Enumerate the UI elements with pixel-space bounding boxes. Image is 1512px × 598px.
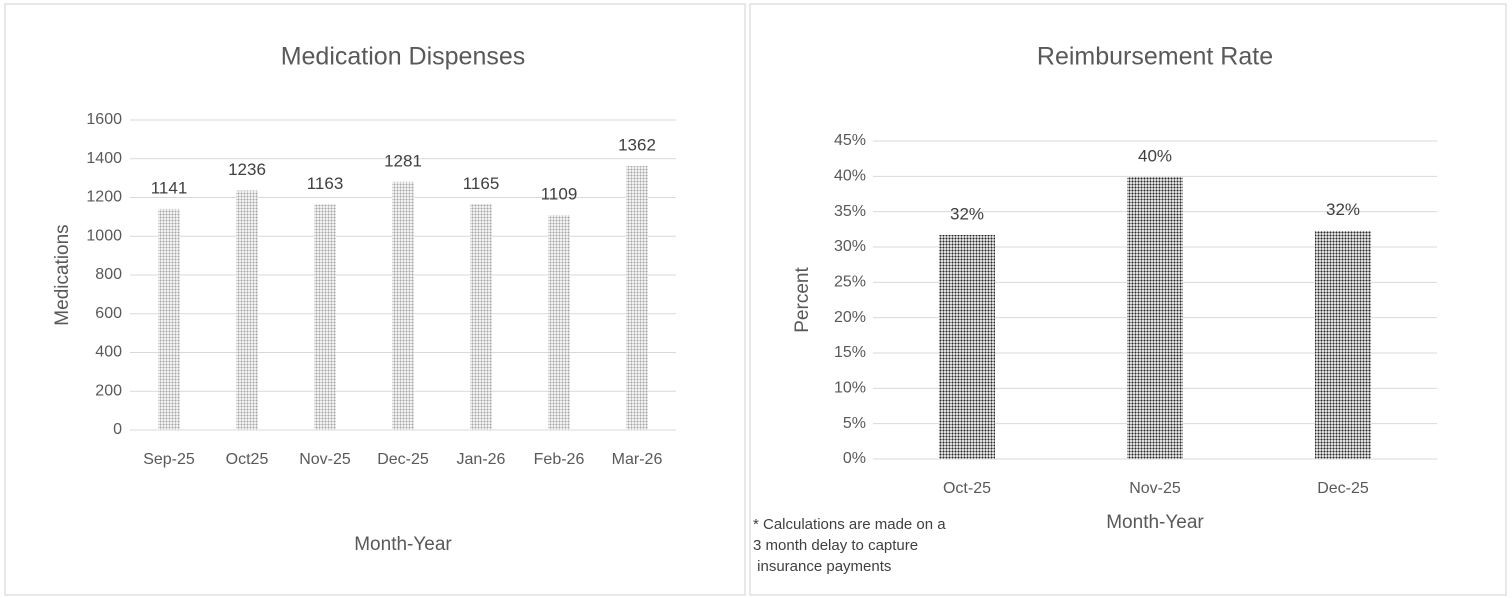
x-tick-label: Sep-25 [143, 451, 195, 468]
data-label: 1141 [151, 178, 188, 197]
footnote: * Calculations are made on a [753, 516, 946, 533]
x-tick-label: Nov-25 [1129, 480, 1181, 497]
y-tick-label: 15% [834, 344, 866, 361]
bar [470, 204, 492, 430]
y-tick-label: 20% [834, 309, 866, 326]
bar [626, 166, 648, 431]
data-label: 1362 [618, 136, 656, 155]
y-tick-label: 10% [834, 380, 866, 397]
x-tick-label: Mar-26 [612, 451, 663, 468]
data-label: 32% [1326, 200, 1360, 219]
x-tick-label: Jan-26 [457, 451, 506, 468]
y-tick-label: 1000 [86, 227, 122, 244]
bar [392, 181, 414, 430]
y-tick-label: 5% [843, 415, 866, 432]
x-tick-label: Dec-25 [377, 451, 429, 468]
bar [1127, 177, 1183, 460]
y-tick-label: 45% [834, 132, 866, 149]
bar [939, 234, 995, 459]
data-label: 1163 [307, 174, 344, 193]
x-axis-label: Month-Year [354, 534, 452, 555]
chart-title: Medication Dispenses [281, 43, 526, 71]
y-tick-label: 1600 [86, 111, 122, 128]
y-tick-label: 25% [834, 274, 866, 291]
y-axis-label: Medications [52, 224, 73, 325]
y-tick-label: 200 [95, 382, 122, 399]
bar [1315, 230, 1371, 459]
x-axis-label: Month-Year [1106, 512, 1204, 533]
y-tick-label: 1200 [86, 189, 122, 206]
y-tick-label: 800 [95, 266, 122, 283]
y-axis-label: Percent [792, 267, 813, 333]
data-label: 1109 [541, 185, 578, 204]
data-label: 40% [1138, 147, 1172, 166]
data-label: 1281 [384, 151, 422, 170]
data-label: 1236 [228, 160, 266, 179]
footnote: insurance payments [753, 558, 891, 575]
bar [236, 190, 258, 430]
x-tick-label: Dec-25 [1317, 480, 1369, 497]
x-tick-label: Feb-26 [534, 451, 585, 468]
bar [314, 204, 336, 430]
data-label: 1165 [463, 174, 500, 193]
panel [749, 3, 1507, 596]
y-tick-label: 30% [834, 238, 866, 255]
y-tick-label: 600 [95, 305, 122, 322]
data-label: 32% [950, 204, 984, 223]
bar [158, 208, 180, 430]
footnote: 3 month delay to capture [753, 537, 918, 554]
bar [548, 215, 570, 430]
y-tick-label: 0% [843, 450, 866, 467]
x-tick-label: Oct25 [226, 451, 269, 468]
chart-title: Reimbursement Rate [1037, 43, 1273, 71]
x-tick-label: Nov-25 [299, 451, 351, 468]
y-tick-label: 40% [834, 168, 866, 185]
y-tick-label: 35% [834, 203, 866, 220]
y-tick-label: 1400 [86, 150, 122, 167]
y-tick-label: 0 [113, 421, 122, 438]
y-tick-label: 400 [95, 344, 122, 361]
x-tick-label: Oct-25 [943, 480, 991, 497]
panel [4, 3, 746, 596]
